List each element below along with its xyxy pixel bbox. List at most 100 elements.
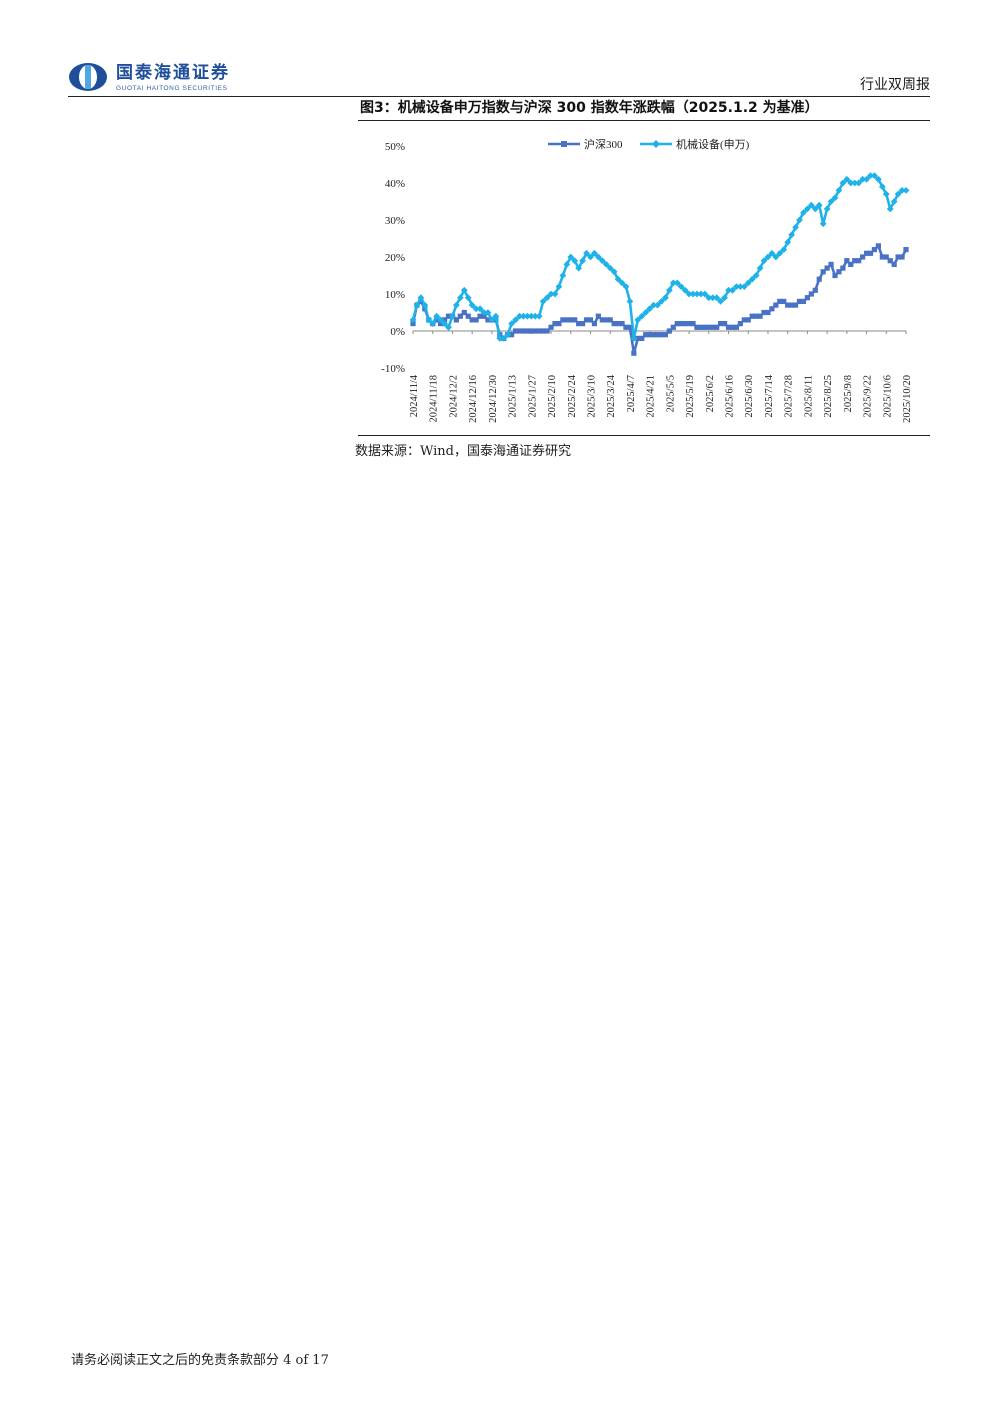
data-point: [543, 294, 551, 302]
data-point: [832, 272, 838, 279]
data-point: [785, 302, 791, 308]
data-point: [835, 187, 843, 194]
data-point: [461, 309, 467, 316]
data-point: [658, 332, 665, 338]
data-point: [602, 261, 610, 268]
page-footer: 请务必阅读正文之后的免责条款部分 4 of 17: [71, 1353, 329, 1368]
data-point: [452, 301, 460, 309]
data-point: [760, 257, 768, 265]
data-point: [465, 313, 471, 319]
data-point: [883, 254, 889, 260]
data-point: [594, 253, 602, 261]
data-point: [438, 321, 444, 327]
data-point: [477, 313, 483, 319]
data-point: [733, 324, 740, 330]
data-point: [560, 317, 566, 323]
data-point: [769, 306, 775, 312]
data-point: [867, 250, 874, 256]
data-point: [852, 258, 858, 264]
figure-bottom-rule: [358, 435, 930, 436]
data-point: [598, 257, 606, 265]
data-point: [816, 276, 822, 282]
legend-label: 沪深300: [584, 137, 623, 151]
data-point: [681, 286, 689, 294]
y-tick-label: 10%: [385, 289, 405, 301]
data-point: [824, 265, 830, 271]
data-point: [702, 324, 708, 330]
data-point: [520, 328, 527, 334]
data-point: [678, 321, 684, 327]
data-point: [413, 301, 421, 309]
data-point: [410, 321, 416, 327]
data-point: [836, 269, 842, 275]
data-point: [488, 316, 496, 324]
data-point: [796, 298, 803, 304]
data-point: [729, 324, 736, 330]
series-hs300: [410, 243, 909, 356]
data-point: [614, 275, 622, 283]
line-chart: 沪深300 机械设备(申万) -10% 0% 10% 20% 30% 40% 50% 2024…: [381, 137, 913, 423]
data-point: [540, 328, 546, 334]
data-point: [709, 294, 717, 302]
legend-label: 机械设备(申万): [676, 137, 750, 151]
data-point: [725, 324, 732, 330]
data-point: [516, 328, 523, 334]
data-point: [654, 332, 661, 338]
data-point: [710, 324, 716, 330]
data-point: [576, 321, 582, 327]
data-point: [807, 201, 815, 209]
x-tick-label: 2024/12/2: [448, 375, 459, 418]
data-point: [808, 291, 814, 297]
data-point: [639, 335, 645, 341]
data-point: [749, 313, 755, 319]
data-point: [789, 302, 795, 308]
data-point: [476, 305, 484, 313]
brand-block: 国泰海通证券 GUOTAI HAITONG SECURITIES: [116, 64, 230, 93]
data-point: [634, 316, 642, 324]
y-tick-label: 40%: [385, 178, 405, 190]
data-point: [548, 324, 554, 330]
x-tick-label: 2024/12/16: [468, 375, 479, 423]
legend-marker: [652, 140, 660, 148]
data-point: [882, 190, 890, 198]
data-point: [860, 254, 866, 260]
data-point: [878, 183, 886, 191]
data-point: [532, 328, 538, 334]
data-point: [772, 253, 780, 261]
data-point: [792, 224, 799, 231]
data-point: [547, 290, 555, 298]
x-tick-label: 2024/12/30: [488, 375, 499, 423]
data-point: [725, 286, 732, 294]
data-point: [583, 317, 590, 323]
data-point: [555, 283, 563, 290]
data-point: [531, 312, 539, 320]
data-point: [512, 316, 519, 324]
data-point: [662, 294, 669, 302]
data-point: [886, 205, 894, 213]
data-point: [894, 190, 902, 198]
data-point: [516, 312, 523, 320]
data-point: [572, 317, 578, 323]
data-point: [665, 286, 673, 294]
x-tick-label: 2025/7/14: [764, 374, 775, 417]
data-point: [737, 321, 743, 327]
data-point: [508, 320, 515, 327]
data-point: [496, 335, 504, 342]
data-point: [460, 286, 468, 294]
data-point: [520, 312, 527, 320]
data-point: [753, 313, 759, 319]
data-point: [686, 321, 692, 327]
data-point: [745, 317, 751, 323]
data-point: [556, 321, 562, 327]
data-point: [650, 332, 657, 338]
data-point: [441, 317, 448, 323]
data-point: [685, 290, 693, 298]
y-tick-label: 20%: [385, 252, 405, 264]
data-point: [492, 312, 500, 320]
data-point: [564, 317, 570, 323]
x-tick-label: 2025/10/20: [902, 375, 913, 423]
data-point: [706, 324, 712, 330]
data-point: [642, 309, 650, 316]
data-point: [409, 316, 417, 324]
data-point: [658, 298, 665, 305]
